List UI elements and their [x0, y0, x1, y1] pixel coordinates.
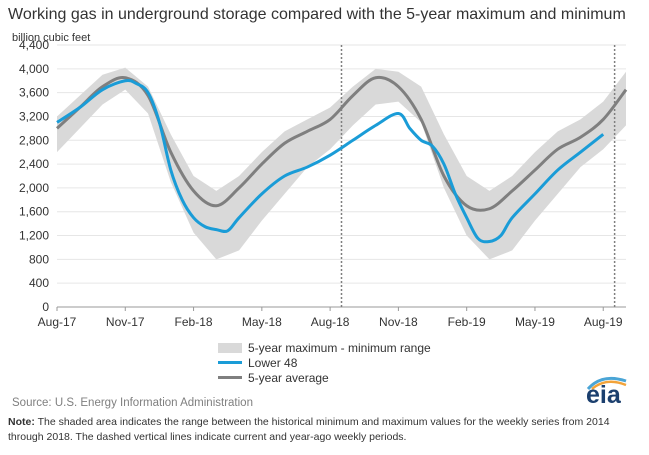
y-tick-label: 3,200: [19, 109, 49, 123]
x-tick-label: Nov-17: [106, 315, 145, 329]
chart-legend: 5-year maximum - minimum range Lower 48 …: [218, 340, 431, 385]
legend-item-lower48: Lower 48: [218, 355, 431, 370]
x-tick-label: May-19: [515, 315, 555, 329]
legend-item-band: 5-year maximum - minimum range: [218, 340, 431, 355]
y-tick-label: 2,000: [19, 181, 49, 195]
y-tick-label: 2,800: [19, 133, 49, 147]
legend-label-lower48: Lower 48: [248, 355, 298, 370]
x-tick-label: Feb-18: [175, 315, 213, 329]
y-tick-label: 4,000: [19, 62, 49, 76]
y-tick-label: 1,200: [19, 229, 49, 243]
y-tick-label: 0: [42, 300, 49, 314]
legend-label-avg: 5-year average: [248, 370, 329, 385]
y-tick-label: 1,600: [19, 205, 49, 219]
legend-swatch-avg: [218, 376, 242, 379]
x-tick-label: Aug-18: [311, 315, 350, 329]
legend-item-avg: 5-year average: [218, 370, 431, 385]
eia-logo-text: eia: [586, 381, 621, 409]
footnote-label: Note:: [8, 416, 35, 428]
series-line-lower-48: [56, 78, 605, 244]
eia-logo-arc-icon: [586, 376, 627, 391]
legend-swatch-band: [218, 342, 242, 353]
y-tick-label: 3,600: [19, 86, 49, 100]
legend-label-band: 5-year maximum - minimum range: [248, 340, 431, 355]
x-tick-label: May-18: [242, 315, 282, 329]
y-tick-label: 2,400: [19, 157, 49, 171]
y-tick-label: 800: [29, 252, 49, 266]
y-axis-label: billion cubic feet: [12, 32, 91, 44]
eia-logo: eia: [582, 375, 630, 411]
footnote-text: The shaded area indicates the range betw…: [8, 416, 610, 443]
y-tick-label: 400: [29, 276, 49, 290]
x-tick-label: Feb-19: [448, 315, 486, 329]
footnote: Note: The shaded area indicates the rang…: [8, 415, 640, 445]
legend-swatch-lower48: [218, 361, 242, 364]
x-tick-label: Nov-18: [379, 315, 418, 329]
y-tick-label: 4,400: [19, 38, 49, 52]
chart-title: Working gas in underground storage compa…: [8, 6, 626, 23]
source-text: Source: U.S. Energy Information Administ…: [12, 397, 253, 409]
x-tick-label: Aug-19: [584, 315, 623, 329]
x-tick-label: Aug-17: [38, 315, 77, 329]
